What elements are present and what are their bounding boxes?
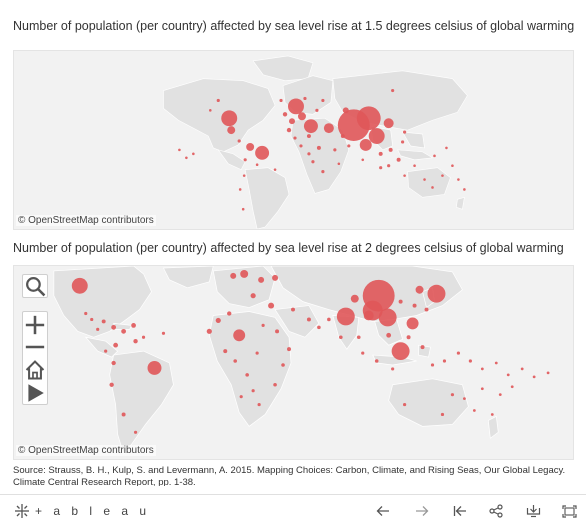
revert-button[interactable] <box>449 502 471 520</box>
map2-svg <box>53 266 550 455</box>
map1-svg <box>163 55 468 229</box>
search-icon <box>26 277 46 297</box>
map2-attribution[interactable]: © OpenStreetMap contributors <box>16 445 156 456</box>
download-icon <box>526 505 540 518</box>
redo-button[interactable] <box>411 502 433 520</box>
map-1p5-degrees[interactable]: © OpenStreetMap contributors <box>13 50 574 230</box>
zoom-out-icon <box>25 345 45 349</box>
map1-title: Number of population (per country) affec… <box>13 19 575 33</box>
tableau-wordmark: + a b l e a u <box>35 504 151 518</box>
tableau-logo[interactable]: + a b l e a u <box>14 503 150 519</box>
redo-icon <box>416 506 429 516</box>
map-zoom-controls <box>22 311 48 405</box>
source-citation: Source: Strauss, B. H., Kulp, S. and Lev… <box>13 465 566 486</box>
tableau-logo-icon <box>15 504 29 518</box>
zoom-out-button[interactable] <box>23 336 47 358</box>
fullscreen-icon <box>561 504 577 518</box>
map2-title: Number of population (per country) affec… <box>13 241 564 255</box>
map-search-control <box>22 274 48 298</box>
fullscreen-button[interactable] <box>558 502 580 520</box>
play-icon <box>28 384 44 402</box>
tableau-toolbar: + a b l e a u <box>0 494 586 527</box>
map-2-degrees[interactable]: © OpenStreetMap contributors <box>13 265 574 460</box>
share-icon <box>489 504 503 518</box>
undo-icon <box>376 506 389 516</box>
download-button[interactable] <box>522 502 544 520</box>
map-search-button[interactable] <box>23 275 47 297</box>
zoom-in-icon <box>25 315 45 335</box>
share-button[interactable] <box>485 502 507 520</box>
home-button[interactable] <box>23 359 47 381</box>
play-button[interactable] <box>23 382 47 404</box>
home-icon <box>25 360 45 380</box>
revert-icon <box>453 506 466 516</box>
map1-attribution[interactable]: © OpenStreetMap contributors <box>16 215 156 226</box>
zoom-in-button[interactable] <box>23 314 47 336</box>
undo-button[interactable] <box>372 502 394 520</box>
